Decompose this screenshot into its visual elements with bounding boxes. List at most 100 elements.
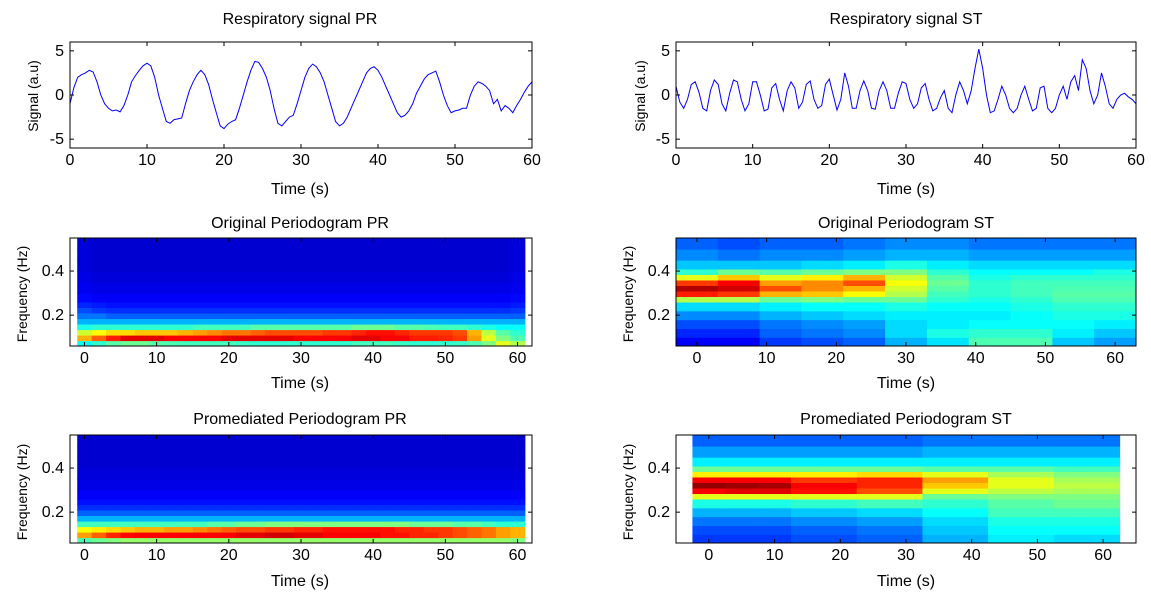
heatmap-cell bbox=[365, 479, 382, 491]
heatmap-cell bbox=[801, 260, 844, 270]
heatmap-cell bbox=[725, 507, 759, 518]
heatmap-cell bbox=[380, 515, 396, 522]
heatmap-cell bbox=[495, 271, 511, 283]
heatmap-cell bbox=[207, 329, 223, 336]
heatmap-cell bbox=[452, 526, 468, 533]
heatmap-cell bbox=[438, 520, 454, 528]
heatmap-cell bbox=[77, 249, 93, 261]
heatmap-cell bbox=[676, 319, 719, 329]
heatmap-cell bbox=[725, 487, 759, 495]
heatmap-cell bbox=[207, 312, 223, 320]
heatmap-cell bbox=[134, 260, 151, 272]
heatmap-cell bbox=[889, 476, 924, 483]
heatmap-cell bbox=[106, 515, 122, 522]
heatmap-cell bbox=[308, 490, 324, 500]
heatmap-cell bbox=[380, 238, 396, 250]
heatmap-cell bbox=[380, 323, 396, 331]
heatmap-cell bbox=[365, 468, 382, 480]
heatmap-cell bbox=[120, 329, 136, 336]
heatmap-cell bbox=[149, 515, 165, 522]
heatmap-cell bbox=[322, 312, 338, 320]
heatmap-cell bbox=[264, 435, 280, 447]
heatmap-cell bbox=[149, 531, 165, 539]
heatmap-cell bbox=[322, 520, 338, 528]
heatmap-cell bbox=[91, 520, 107, 528]
heatmap-cell bbox=[337, 446, 353, 458]
heatmap-cell bbox=[856, 534, 891, 543]
heatmap-cell bbox=[758, 435, 792, 447]
heatmap-cell bbox=[163, 340, 179, 346]
heatmap-cell bbox=[692, 516, 726, 526]
heatmap-cell bbox=[337, 515, 353, 522]
heatmap-cell bbox=[236, 479, 252, 491]
heatmap-cell bbox=[452, 312, 468, 320]
heatmap-cell bbox=[758, 498, 792, 509]
heatmap-cell bbox=[380, 526, 396, 533]
heatmap-cell bbox=[77, 293, 93, 303]
heatmap-cell bbox=[922, 476, 956, 483]
heatmap-cell bbox=[149, 457, 165, 469]
heatmap-cell bbox=[1053, 525, 1088, 535]
heatmap-cell bbox=[510, 468, 526, 480]
heatmap-cell bbox=[308, 537, 324, 543]
heatmap-cell bbox=[885, 337, 928, 346]
heatmap-cell bbox=[676, 296, 719, 303]
heatmap-cell bbox=[926, 260, 970, 270]
heatmap-cell bbox=[801, 296, 844, 303]
heatmap-cell bbox=[481, 526, 497, 533]
heatmap-cell bbox=[365, 509, 382, 517]
heatmap-cell bbox=[1053, 507, 1088, 518]
heatmap-cell bbox=[120, 307, 136, 314]
heatmap-cell bbox=[192, 531, 208, 539]
x-tick-label: 60 bbox=[509, 350, 527, 367]
heatmap-cell bbox=[163, 293, 179, 303]
heatmap-cell bbox=[380, 293, 396, 303]
heatmap-cell bbox=[495, 479, 511, 491]
heatmap-cell bbox=[467, 435, 483, 447]
heatmap-cell bbox=[1053, 482, 1088, 489]
heatmap-cell bbox=[452, 318, 468, 325]
x-tick-label: 10 bbox=[148, 547, 166, 564]
heatmap-cell bbox=[91, 293, 107, 303]
heatmap-cell bbox=[120, 271, 136, 283]
heatmap-cell bbox=[467, 260, 483, 272]
heatmap-cell bbox=[692, 435, 726, 447]
heatmap-cell bbox=[221, 271, 237, 283]
heatmap-cell bbox=[250, 301, 266, 309]
heatmap-cell bbox=[221, 468, 237, 480]
heatmap-cell bbox=[120, 238, 136, 250]
heatmap-cell bbox=[1094, 337, 1136, 346]
heatmap-cell bbox=[279, 515, 295, 522]
heatmap-cell bbox=[380, 520, 396, 528]
heatmap-cell bbox=[365, 323, 382, 331]
heatmap-cell bbox=[438, 526, 454, 533]
heatmap-cell bbox=[1086, 534, 1121, 543]
heatmap-cell bbox=[467, 498, 483, 506]
heatmap-cell bbox=[759, 337, 803, 346]
heatmap-cell bbox=[192, 282, 208, 294]
heatmap-cell bbox=[452, 323, 468, 331]
heatmap-cell bbox=[365, 282, 382, 294]
heatmap-cell bbox=[236, 531, 252, 539]
heatmap-cell bbox=[120, 498, 136, 506]
heatmap-cell bbox=[207, 282, 223, 294]
heatmap-cell bbox=[495, 301, 511, 309]
heatmap-cell bbox=[409, 537, 425, 543]
heatmap-cell bbox=[510, 329, 526, 336]
y-axis-label: Frequency (Hz) bbox=[14, 246, 30, 342]
signal-line bbox=[70, 60, 532, 130]
heatmap-cell bbox=[717, 260, 761, 270]
heatmap-cell bbox=[801, 328, 844, 338]
heatmap-cell bbox=[163, 334, 179, 342]
heatmap-cell bbox=[264, 537, 280, 543]
heatmap-cell bbox=[823, 457, 858, 467]
heatmap-cell bbox=[481, 468, 497, 480]
heatmap-cell bbox=[1052, 290, 1095, 298]
heatmap-cell bbox=[510, 323, 526, 331]
heatmap-cell bbox=[926, 296, 970, 303]
heatmap-cell bbox=[452, 490, 468, 500]
x-tick-label: 20 bbox=[831, 547, 849, 564]
heatmap-cell bbox=[279, 509, 295, 517]
heatmap-cell bbox=[438, 312, 454, 320]
